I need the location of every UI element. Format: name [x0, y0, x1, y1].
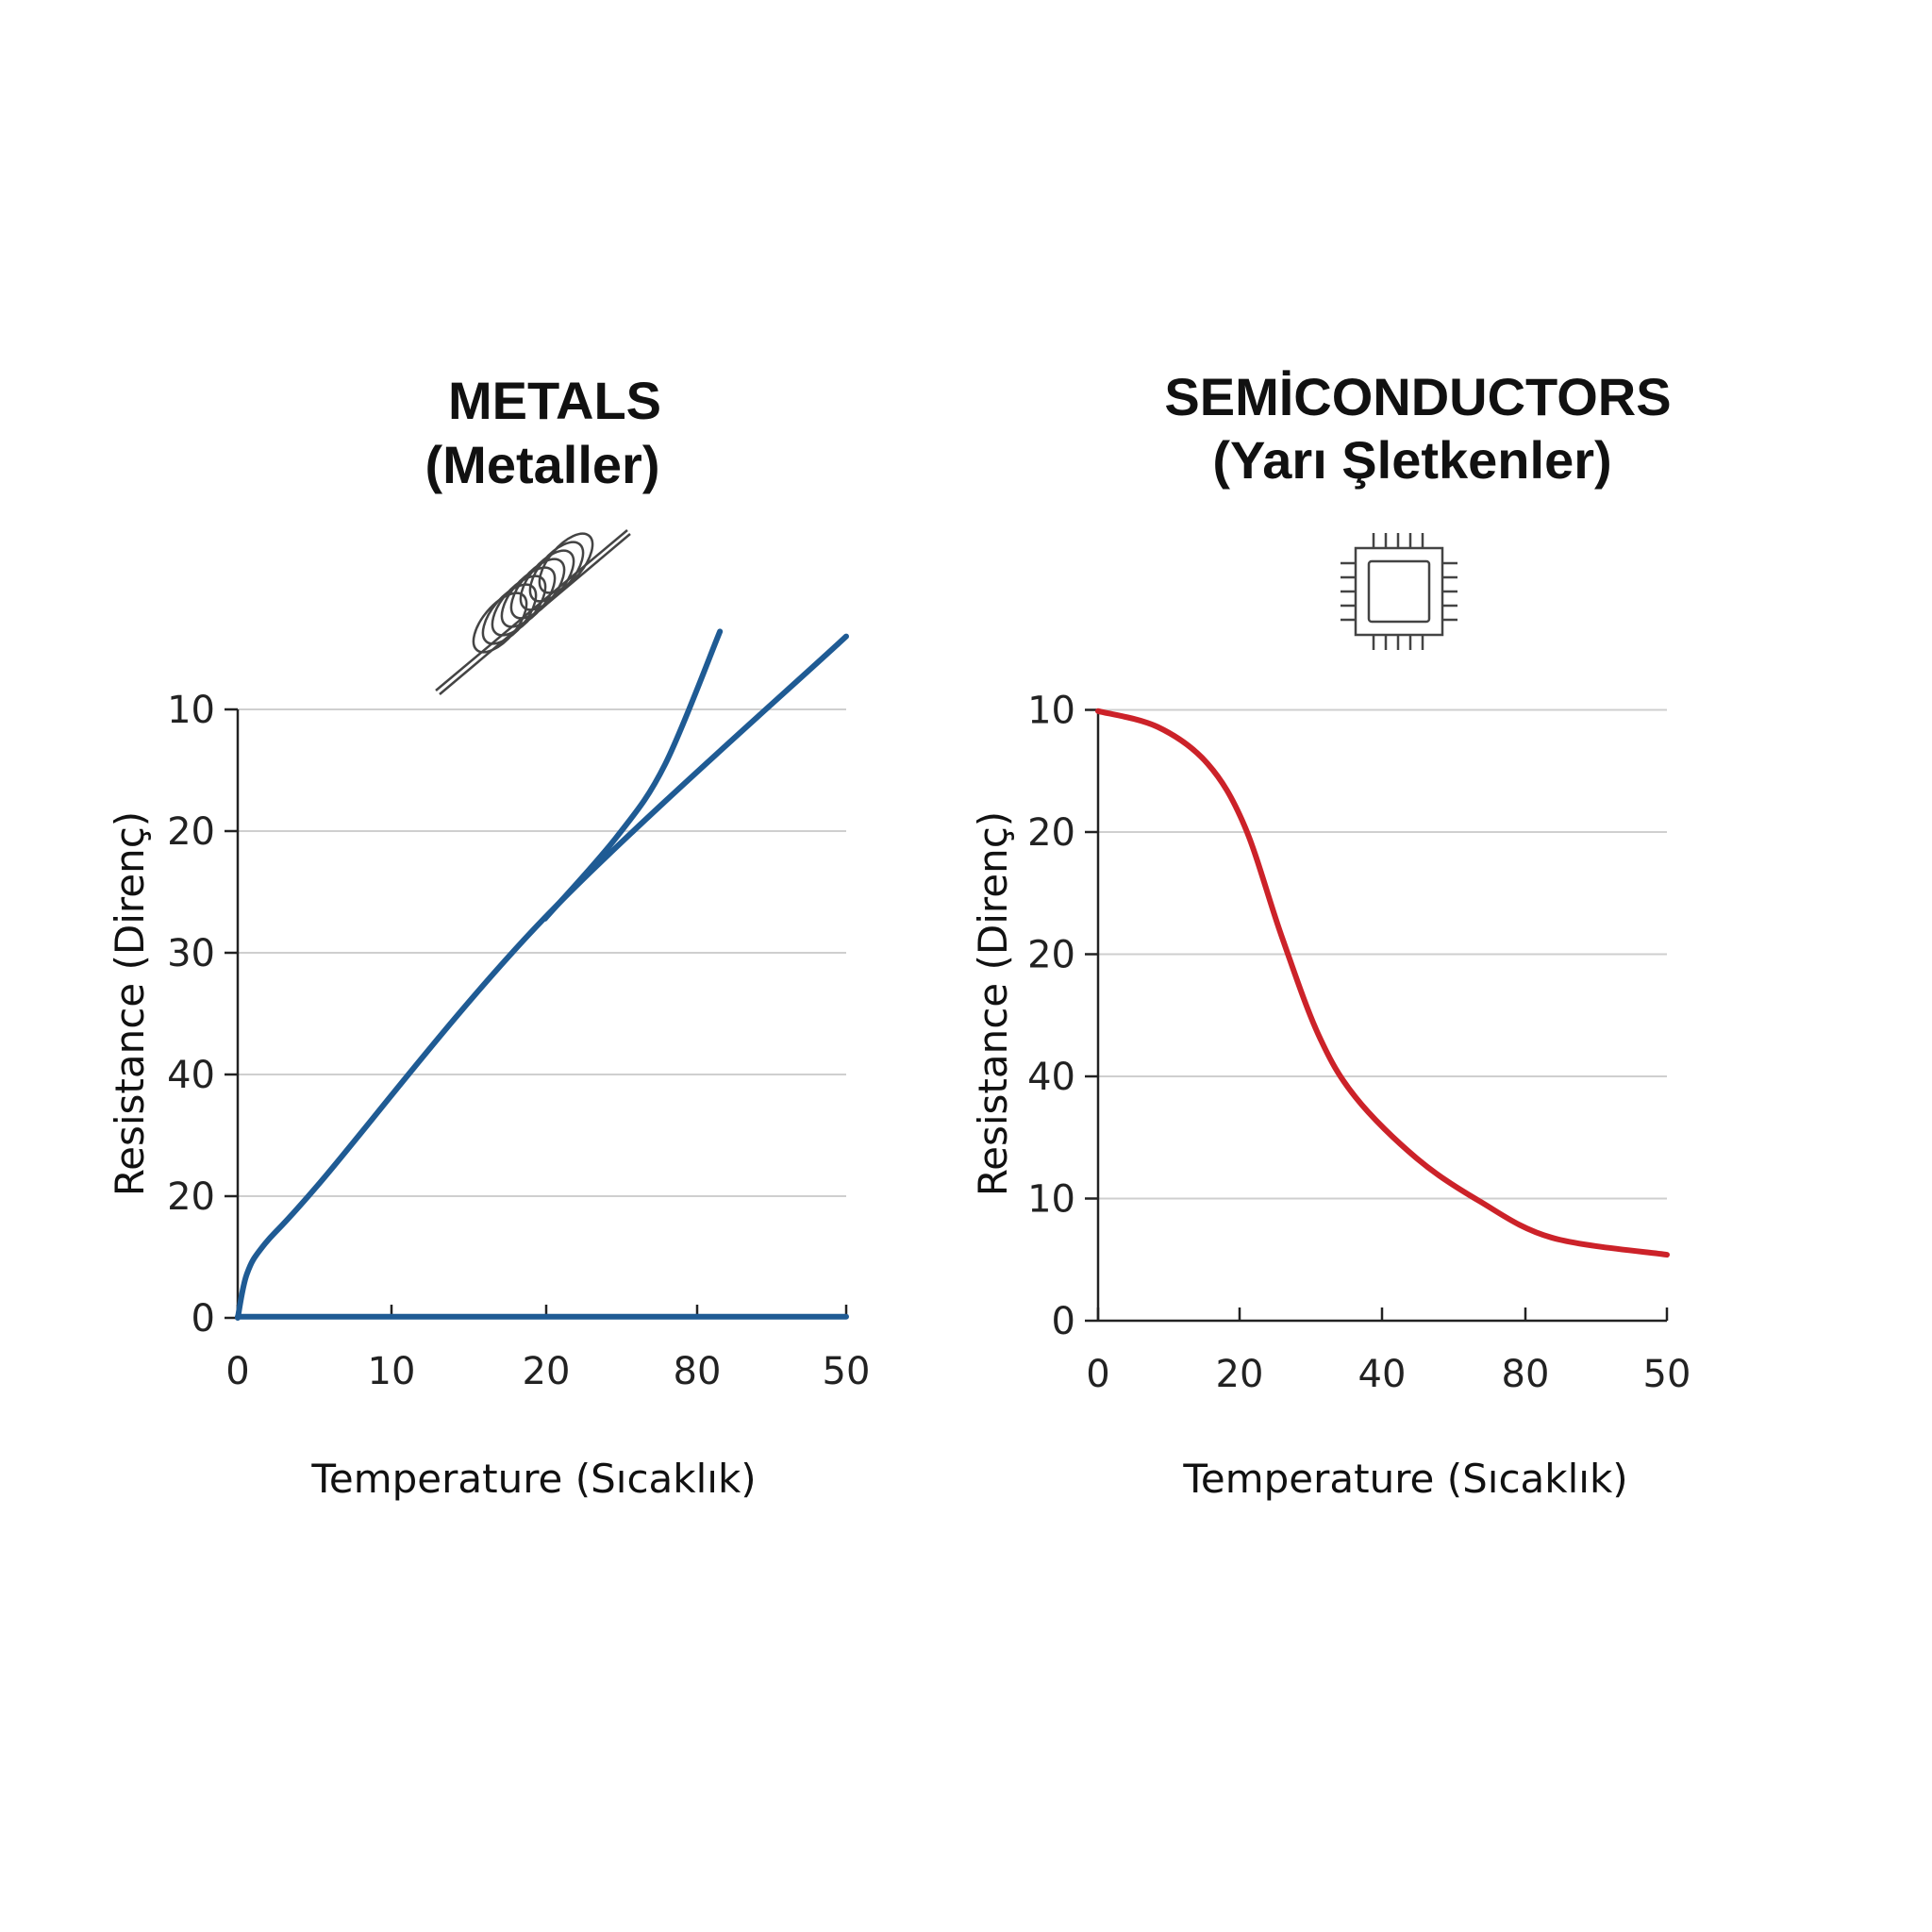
series-line-linear [235, 633, 849, 1321]
chip-icon [1341, 533, 1457, 650]
x-tick-label: 50 [1643, 1353, 1691, 1396]
y-tick-label: 20 [167, 810, 215, 854]
y-tick-label: 30 [167, 932, 215, 975]
y-tick-label: 40 [1027, 1056, 1075, 1099]
y-tick-label: 10 [1027, 690, 1075, 733]
x-tick-label: 0 [1086, 1353, 1109, 1396]
y-tick-label: 0 [192, 1297, 215, 1341]
semiconductors-x-axis-title: Temperature (Sıcaklık) [1182, 1456, 1627, 1502]
semiconductors-y-axis-title: Resistance (Direnç) [970, 811, 1016, 1196]
x-tick-label: 40 [1358, 1353, 1407, 1396]
coil-loop [538, 532, 594, 594]
x-tick-label: 10 [368, 1350, 416, 1393]
y-tick-label: 0 [1052, 1300, 1075, 1343]
y-tick-label: 20 [1027, 811, 1075, 855]
coil-icon [435, 529, 631, 695]
metals-plot: 0 20 40 30 20 10 0 10 20 80 50 [167, 628, 871, 1393]
semiconductors-title: SEMİCONDUCTORS [1164, 367, 1671, 426]
series-line-semiconductor [1095, 708, 1670, 1258]
y-tick-label: 10 [167, 689, 215, 732]
x-tick-label: 50 [823, 1350, 871, 1393]
x-tick-label: 80 [1502, 1353, 1550, 1396]
y-tick-label: 10 [1027, 1178, 1075, 1222]
metals-title: METALS [448, 371, 661, 430]
x-tick-label: 20 [523, 1350, 571, 1393]
x-tick-label: 80 [674, 1350, 722, 1393]
semiconductors-plot: 0 10 40 20 20 10 0 20 40 80 50 [1027, 690, 1690, 1397]
y-tick-label: 20 [1027, 934, 1075, 977]
metals-y-axis-title: Resistance (Direnç) [107, 811, 153, 1196]
y-tick-label: 40 [167, 1054, 215, 1097]
series-line-upward-curve [541, 628, 724, 922]
metals-subtitle: (Metaller) [425, 435, 660, 494]
semiconductors-subtitle: (Yarı Şletkenler) [1212, 430, 1611, 490]
x-tick-label: 20 [1216, 1353, 1264, 1396]
metals-x-axis-title: Temperature (Sıcaklık) [310, 1456, 756, 1502]
x-tick-label: 0 [225, 1350, 249, 1393]
y-tick-label: 20 [167, 1175, 215, 1219]
